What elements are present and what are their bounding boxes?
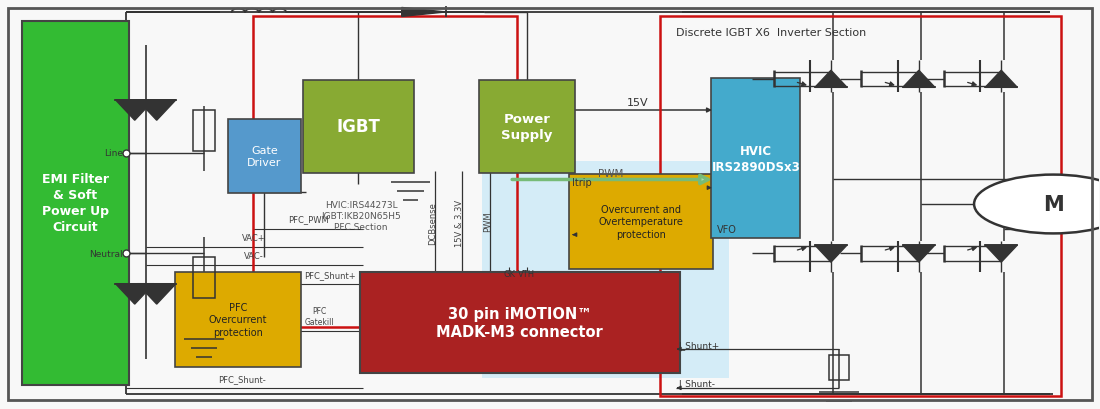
FancyBboxPatch shape [360, 272, 680, 373]
Text: PFC_Shunt+: PFC_Shunt+ [305, 270, 356, 279]
Text: Discrete IGBT X6  Inverter Section: Discrete IGBT X6 Inverter Section [676, 28, 867, 38]
Polygon shape [402, 9, 446, 18]
Text: PFC
Gatekill: PFC Gatekill [305, 307, 334, 326]
Text: PWM: PWM [597, 169, 623, 179]
Polygon shape [815, 71, 847, 88]
FancyBboxPatch shape [712, 79, 801, 238]
Text: VTH: VTH [518, 270, 536, 279]
Polygon shape [986, 71, 1018, 88]
Text: PWM: PWM [483, 211, 492, 231]
Text: 15V: 15V [627, 98, 649, 108]
Circle shape [975, 175, 1100, 234]
FancyBboxPatch shape [569, 175, 713, 269]
Polygon shape [138, 284, 176, 304]
Polygon shape [815, 245, 847, 263]
Text: I_Shunt-: I_Shunt- [679, 379, 715, 387]
Text: Gate
Driver: Gate Driver [248, 146, 282, 168]
Text: M: M [1043, 195, 1064, 214]
Bar [829, 355, 849, 380]
Text: Power
Supply: Power Supply [502, 112, 552, 142]
Text: VAC-: VAC- [243, 252, 263, 261]
Polygon shape [986, 245, 1018, 263]
Bar [192, 111, 215, 151]
Text: EMI Filter
& Soft
Power Up
Circuit: EMI Filter & Soft Power Up Circuit [42, 173, 109, 234]
Polygon shape [138, 101, 176, 121]
Text: Itrip: Itrip [572, 178, 592, 188]
Polygon shape [903, 245, 935, 263]
Text: VFO: VFO [717, 225, 737, 235]
Text: IGBT: IGBT [337, 118, 381, 136]
Text: 30 pin iMOTION™
MADK-M3 connector: 30 pin iMOTION™ MADK-M3 connector [437, 306, 603, 339]
FancyBboxPatch shape [175, 272, 300, 367]
Text: PFC_PWM: PFC_PWM [288, 215, 329, 224]
Text: DCBsense: DCBsense [428, 202, 437, 244]
FancyBboxPatch shape [302, 81, 414, 173]
Text: 15V & 3.3V: 15V & 3.3V [455, 199, 464, 246]
FancyBboxPatch shape [478, 81, 575, 173]
Bar [192, 258, 215, 298]
FancyBboxPatch shape [22, 22, 129, 385]
Text: HVIC
IRS2890DSx3: HVIC IRS2890DSx3 [712, 144, 801, 173]
Text: Line: Line [103, 149, 122, 158]
Text: I_Shunt+: I_Shunt+ [679, 340, 719, 349]
Text: PFC_Shunt-: PFC_Shunt- [219, 374, 266, 383]
Text: Overcurrent and
Overtemperature
protection: Overcurrent and Overtemperature protecti… [598, 204, 683, 239]
Polygon shape [903, 71, 935, 88]
FancyBboxPatch shape [228, 120, 300, 193]
Text: PFC
Overcurrent
protection: PFC Overcurrent protection [209, 302, 267, 337]
Polygon shape [116, 101, 154, 121]
Text: Neutral: Neutral [89, 249, 122, 258]
Text: VAC+: VAC+ [242, 234, 265, 243]
FancyBboxPatch shape [482, 162, 729, 378]
Polygon shape [116, 284, 154, 304]
Text: GK: GK [504, 270, 516, 279]
Text: HVIC:IRS44273L
IGBT:IKB20N65H5
PFC Section: HVIC:IRS44273L IGBT:IKB20N65H5 PFC Secti… [321, 200, 400, 231]
